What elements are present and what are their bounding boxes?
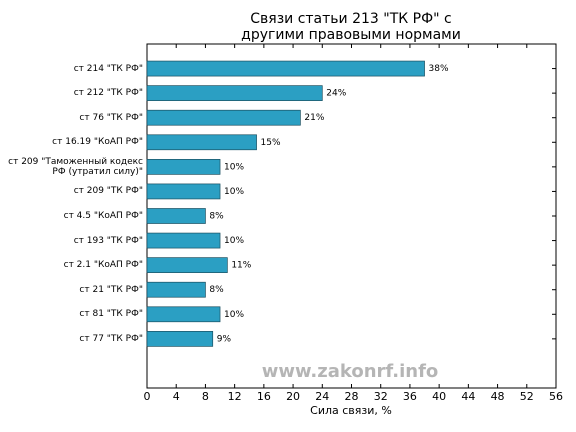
bar [146,331,214,347]
watermark: www.zakonrf.info [262,361,439,382]
x-axis-label: Сила связи, % [310,404,392,417]
x-tick-label: 0 [144,390,151,403]
y-tick-label: ст 209 "ТК РФ" [73,186,143,197]
bar [146,257,228,273]
y-tick-label: ст 193 "ТК РФ" [73,235,143,246]
y-tick-label: ст 212 "ТК РФ" [73,88,143,99]
y-tick-label: ст 81 "ТК РФ" [79,309,143,320]
y-tick-label: ст 4.5 "КоАП РФ" [63,211,143,221]
value-label: 15% [261,138,281,148]
bar [146,109,301,126]
value-label: 8% [209,285,224,295]
x-tick-label: 8 [202,390,209,403]
x-tick-label: 12 [228,390,242,403]
bar [146,85,323,101]
value-label: 10% [224,187,244,197]
bar [146,281,206,298]
x-tick-label: 44 [461,390,475,403]
bar [146,134,257,151]
value-label: 9% [217,334,232,344]
y-tick-label: ст 16.19 "КоАП РФ" [52,137,143,148]
bar [146,208,206,224]
value-label: 24% [326,89,346,99]
value-label: 10% [224,236,244,246]
bar [146,60,425,77]
y-tick-label: ст 209 "Таможенный кодекс РФ (утратил си… [8,156,143,177]
x-tick-label: 40 [432,390,446,403]
chart-title: Связи статьи 213 "ТК РФ" с [250,11,451,27]
x-tick-label: 48 [491,390,505,403]
x-tick-label: 28 [345,390,359,403]
y-tick-label: ст 77 "ТК РФ" [79,333,143,344]
y-tick-label: ст 214 "ТК РФ" [73,63,143,74]
value-label: 8% [209,212,224,222]
x-tick-label: 4 [173,390,180,403]
value-label: 11% [231,261,251,271]
bar [146,306,221,323]
x-tick-label: 52 [520,390,534,403]
bar [146,232,221,249]
chart-title: другими правовыми нормами [241,27,461,43]
value-label: 21% [304,113,324,123]
y-tick-label: ст 2.1 "КоАП РФ" [63,260,143,271]
y-tick-label: ст 76 "ТК РФ" [79,112,143,123]
value-label: 10% [224,310,244,320]
value-label: 10% [224,162,244,172]
bar [146,159,221,175]
bar [146,183,221,200]
x-tick-label: 24 [315,390,329,403]
x-tick-label: 16 [257,390,271,403]
value-label: 38% [429,64,449,74]
x-tick-label: 32 [374,390,388,403]
y-tick-label: ст 21 "ТК РФ" [79,284,143,295]
x-tick-label: 36 [403,390,417,403]
x-tick-label: 20 [286,390,300,403]
x-tick-label: 56 [549,390,563,403]
